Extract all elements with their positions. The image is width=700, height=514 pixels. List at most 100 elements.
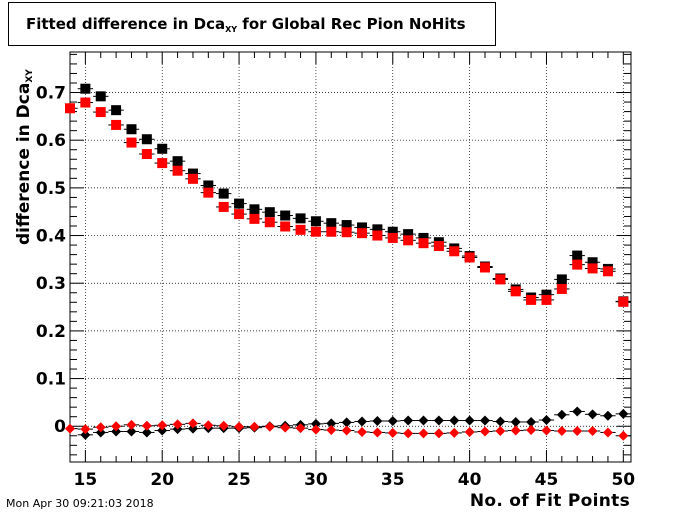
data-point: [418, 232, 429, 243]
data-point: [111, 105, 122, 116]
data-point: [341, 227, 352, 238]
data-point: [541, 415, 552, 426]
data-point: [387, 427, 398, 438]
data-point: [280, 422, 291, 433]
data-point: [602, 266, 613, 277]
data-point: [218, 201, 229, 212]
data-point: [341, 220, 352, 231]
data-point: [556, 283, 567, 294]
data-point: [264, 207, 275, 218]
x-tick-label: 20: [150, 470, 174, 490]
series-3: [65, 418, 631, 441]
data-point: [510, 286, 521, 297]
data-point: [203, 180, 214, 191]
x-tick-label: 50: [611, 470, 635, 490]
plot-border: [69, 51, 632, 463]
data-point: [218, 420, 229, 431]
chart-title-subscript: XY: [225, 25, 238, 34]
data-point: [80, 424, 91, 435]
data-point: [141, 427, 152, 438]
data-point: [495, 426, 506, 437]
data-point: [234, 421, 245, 432]
data-point: [187, 423, 198, 434]
data-point: [357, 228, 368, 239]
data-point: [326, 418, 337, 429]
data-point: [157, 420, 168, 431]
data-point: [187, 168, 198, 179]
data-point: [387, 226, 398, 237]
data-point: [479, 415, 490, 426]
data-point: [479, 262, 490, 273]
data-point: [203, 420, 214, 431]
data-point: [464, 426, 475, 437]
data-point: [157, 158, 168, 169]
grid-lines: [70, 52, 631, 462]
data-point: [280, 210, 291, 221]
data-point: [65, 103, 75, 114]
data-point: [141, 149, 152, 160]
data-series: [65, 83, 631, 441]
data-point: [418, 415, 429, 426]
data-point: [126, 419, 137, 430]
data-point: [587, 426, 598, 437]
data-point: [572, 259, 583, 270]
data-point: [464, 415, 475, 426]
data-point: [556, 409, 567, 420]
data-point: [618, 408, 629, 419]
data-point: [264, 421, 275, 432]
title-box: Fitted difference in DcaXY for Global Re…: [8, 2, 496, 46]
data-point: [295, 423, 306, 434]
data-point: [556, 426, 567, 437]
data-point: [310, 216, 321, 227]
data-point: [95, 107, 106, 118]
data-point: [234, 209, 245, 220]
data-point: [449, 415, 460, 426]
data-point: [341, 417, 352, 428]
data-point: [249, 204, 260, 215]
data-point: [449, 427, 460, 438]
data-point: [387, 416, 398, 426]
data-point: [280, 221, 291, 232]
data-point: [587, 409, 598, 420]
data-point: [572, 406, 583, 417]
data-point: [172, 156, 183, 167]
data-point: [433, 241, 444, 252]
data-point: [310, 418, 321, 429]
data-point: [157, 143, 168, 154]
data-point: [587, 263, 598, 274]
data-point: [387, 232, 398, 243]
timestamp: Mon Apr 30 09:21:03 2018: [6, 497, 154, 510]
data-point: [495, 416, 506, 427]
data-point: [602, 427, 613, 438]
data-point: [403, 229, 414, 240]
data-point: [403, 428, 414, 439]
data-point: [141, 134, 152, 145]
data-point: [80, 97, 91, 108]
data-point: [602, 410, 613, 421]
x-tick-label: 25: [227, 470, 251, 490]
data-point: [111, 426, 122, 437]
x-axis-label: No. of Fit Points: [469, 491, 630, 511]
data-point: [403, 235, 414, 246]
data-point: [556, 274, 567, 285]
data-point: [95, 422, 106, 433]
series-0: [77, 83, 631, 307]
data-point: [203, 187, 214, 198]
data-point: [326, 425, 337, 436]
y-tick-label: 0.5: [36, 179, 66, 199]
data-point: [95, 91, 106, 102]
data-point: [295, 213, 306, 224]
data-point: [126, 137, 137, 148]
data-point: [372, 224, 383, 235]
data-point: [249, 421, 260, 432]
data-point: [326, 218, 337, 229]
x-tick-label: 30: [304, 470, 328, 490]
data-point: [372, 427, 383, 438]
data-point: [357, 416, 368, 427]
data-point: [526, 425, 537, 436]
data-point: [172, 165, 183, 176]
data-point: [141, 420, 152, 431]
data-point: [187, 173, 198, 184]
data-point: [372, 416, 383, 426]
